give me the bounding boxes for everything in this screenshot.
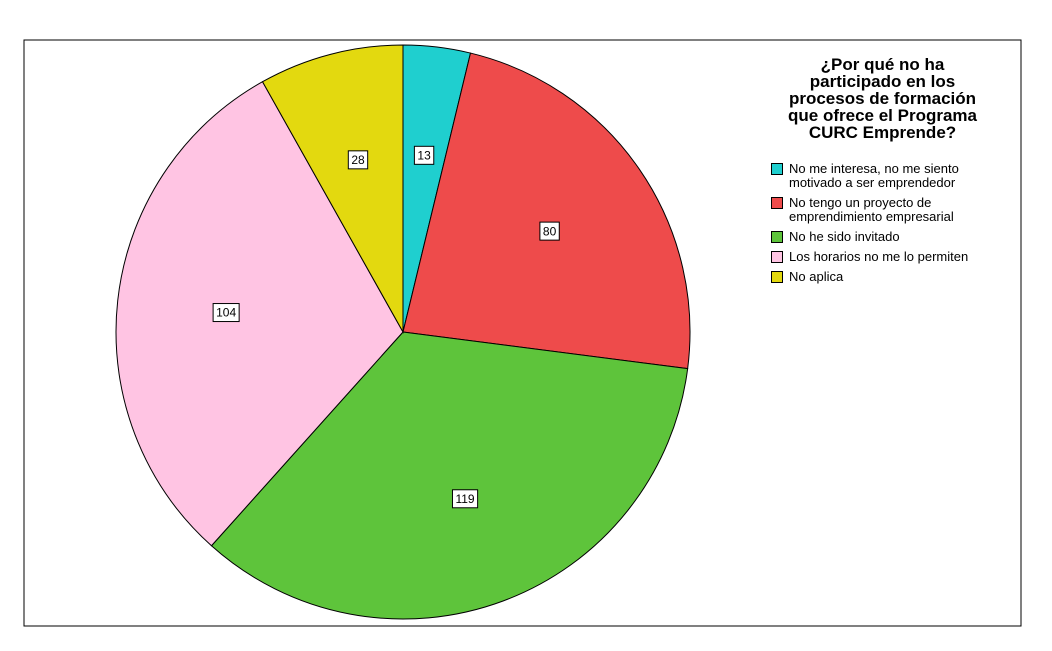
data-label: 28 xyxy=(351,153,365,167)
legend-swatch xyxy=(771,197,783,209)
legend-label: No aplica xyxy=(789,269,844,284)
legend-label: No he sido invitado xyxy=(789,229,900,244)
data-label-box xyxy=(413,145,435,165)
legend: No me interesa, no me siento motivado a … xyxy=(771,162,1011,290)
legend-label: No tengo un proyecto de emprendimiento e… xyxy=(789,195,954,224)
legend-title: ¿Por qué no ha participado en los proces… xyxy=(788,55,977,142)
data-label: 13 xyxy=(417,148,431,162)
legend-label: Los horarios no me lo permiten xyxy=(789,249,969,264)
data-label-box xyxy=(451,489,479,509)
data-label-box xyxy=(347,150,369,170)
legend-item: No me interesa, no me siento motivado a … xyxy=(771,162,1011,190)
pie-slice xyxy=(115,81,404,547)
data-label-box xyxy=(212,303,240,323)
legend-swatch xyxy=(771,271,783,283)
legend-swatch xyxy=(771,251,783,263)
data-label: 80 xyxy=(543,224,557,238)
legend-item: No aplica xyxy=(771,270,1011,284)
data-label-box xyxy=(539,221,560,241)
data-label: 104 xyxy=(216,306,236,320)
pie-slice xyxy=(402,52,691,370)
legend-label: No me interesa, no me siento motivado a … xyxy=(789,161,959,190)
pie-slice xyxy=(210,331,689,620)
legend-item: Los horarios no me lo permiten xyxy=(771,250,1011,264)
pie-slice xyxy=(261,44,404,334)
data-label: 119 xyxy=(455,492,474,506)
legend-swatch xyxy=(771,231,783,243)
legend-item: No tengo un proyecto de emprendimiento e… xyxy=(771,196,1011,224)
legend-swatch xyxy=(771,163,783,175)
legend-item: No he sido invitado xyxy=(771,230,1011,244)
